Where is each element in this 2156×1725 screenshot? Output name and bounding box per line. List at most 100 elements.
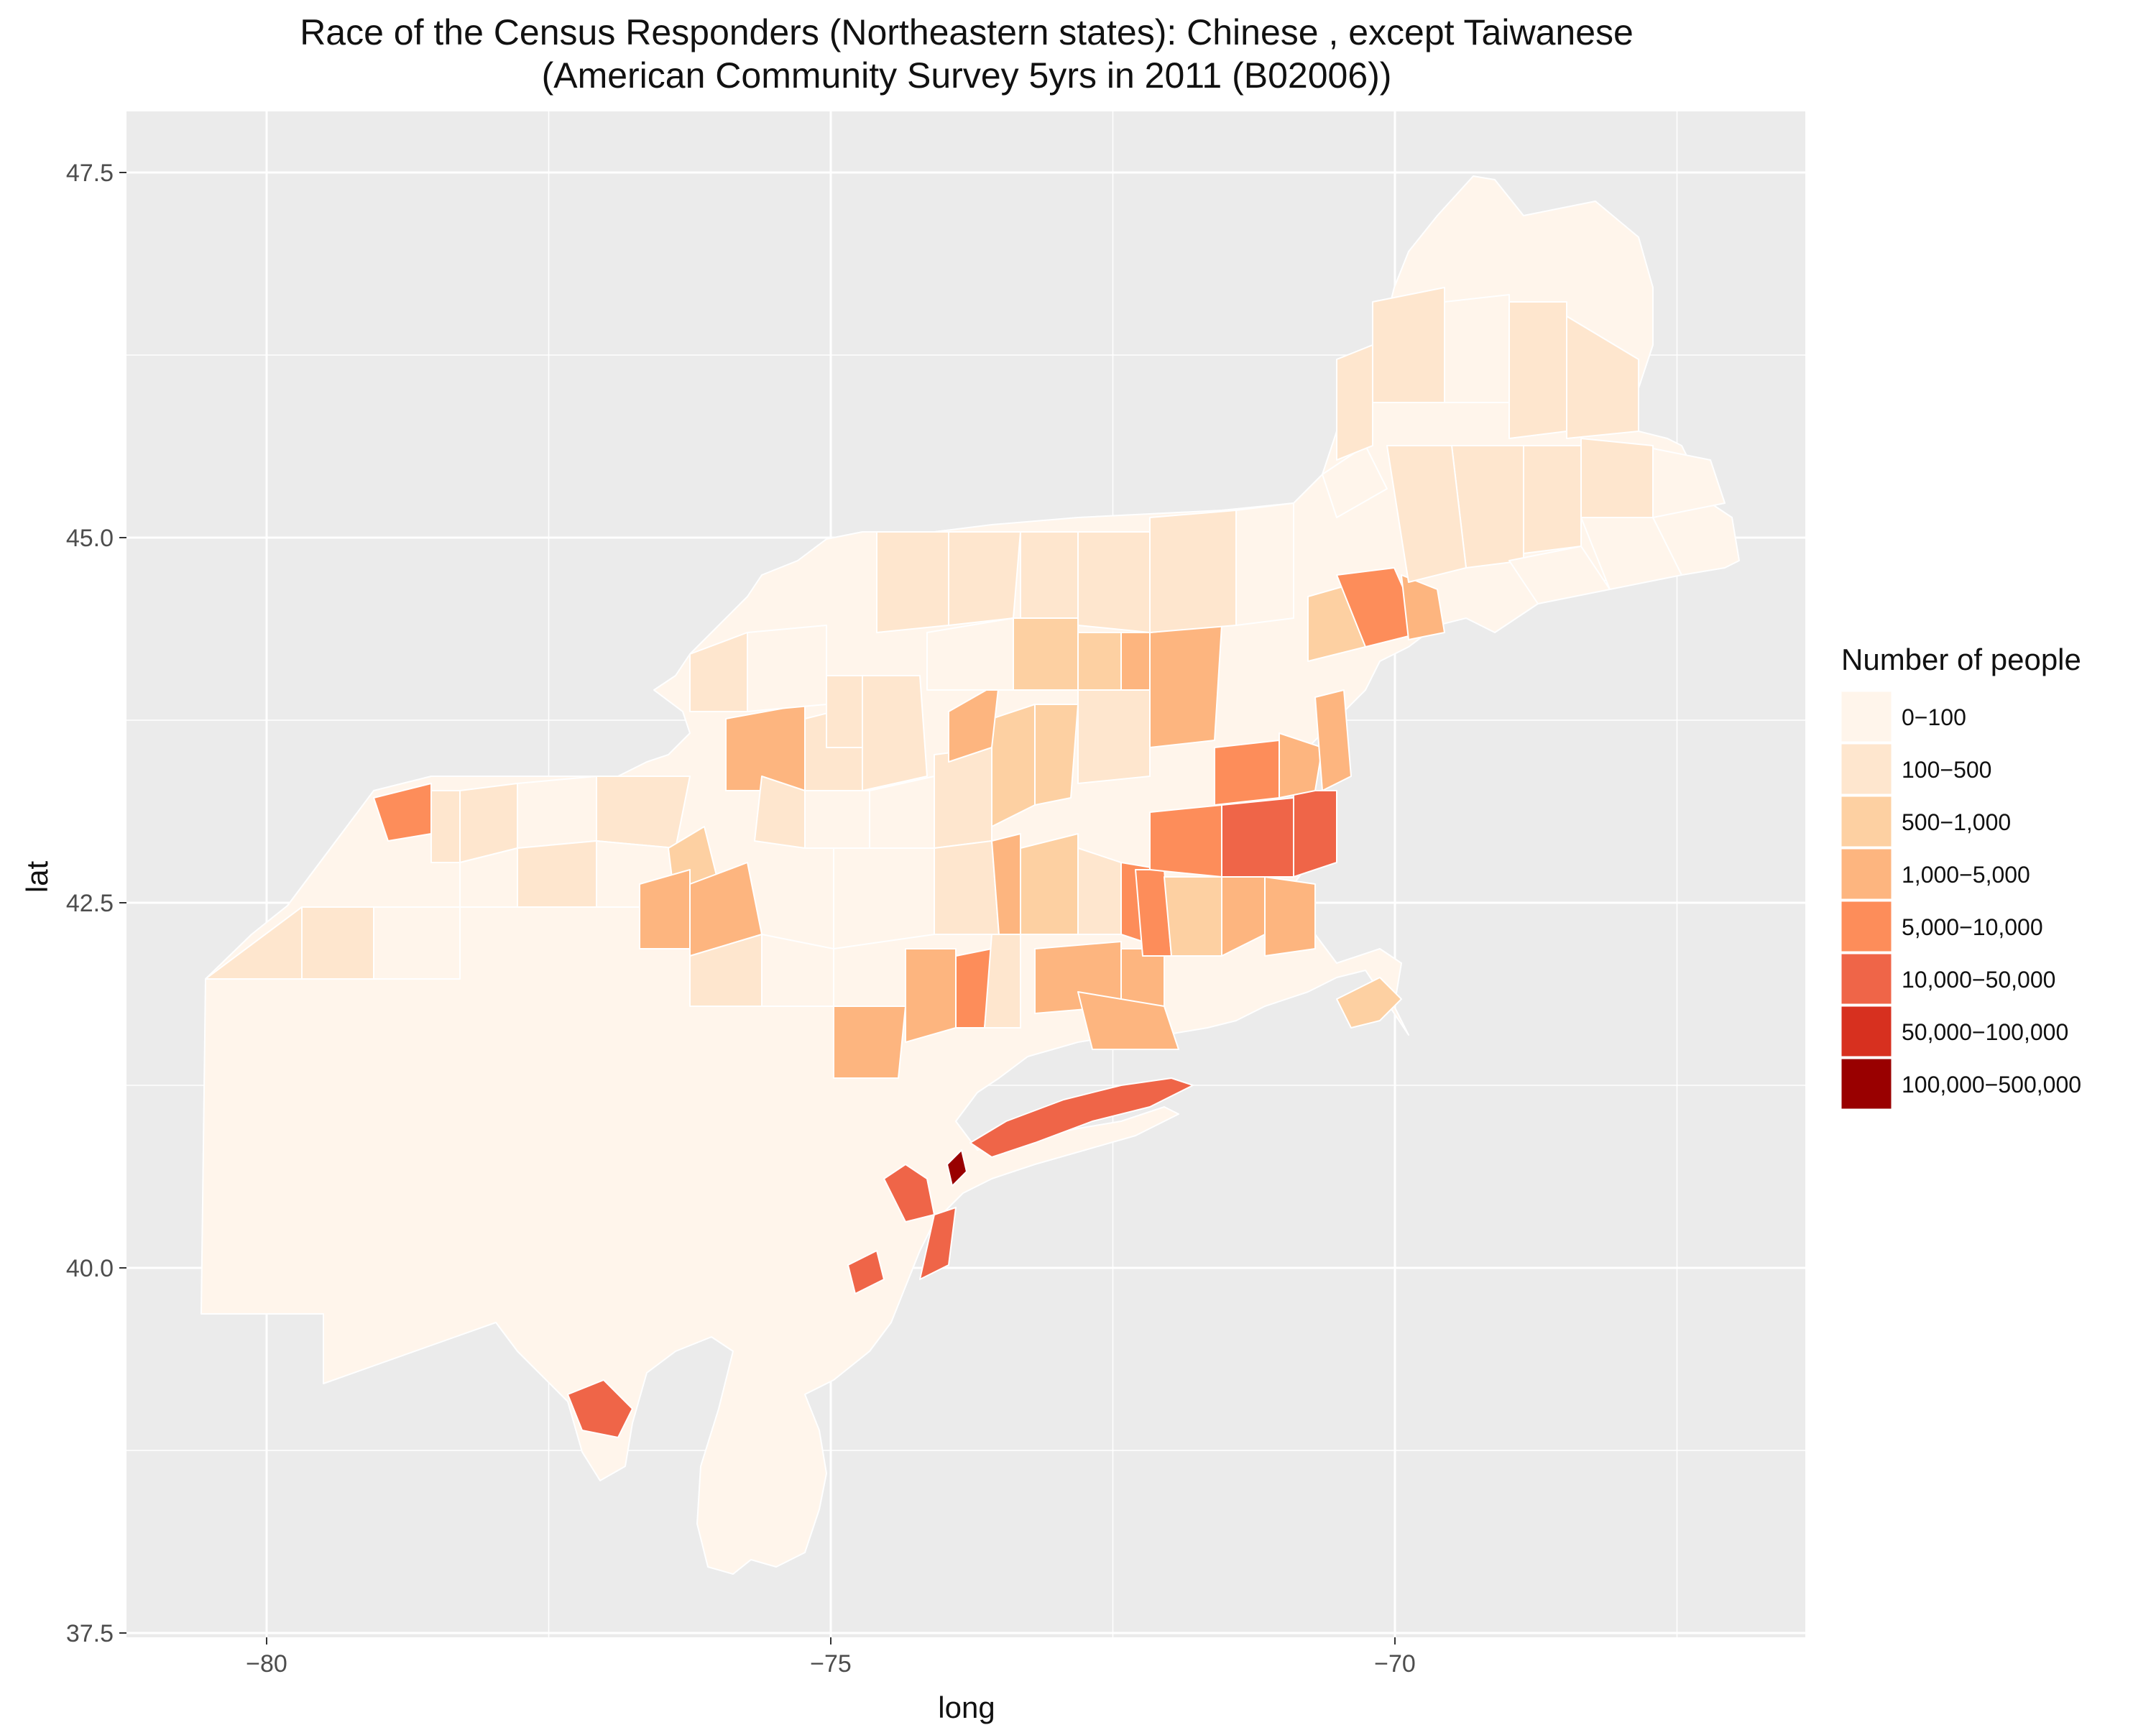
county-region [1077,632,1122,691]
county-region [833,1006,906,1079]
legend-label: 10,000−50,000 [1902,967,2055,993]
county-region [1149,804,1222,878]
x-tick-label: −70 [1374,1650,1416,1678]
legend-key [1841,743,1892,795]
county-region [1264,876,1316,957]
county-region [1235,502,1294,626]
county-region [1444,294,1510,403]
legend-key [1841,953,1892,1005]
county-region [689,632,748,712]
county-region [1580,517,1682,590]
legend-label: 100−500 [1902,757,1991,783]
legend-label: 100,000−500,000 [1902,1072,2081,1098]
county-region [689,934,763,1007]
x-tick-label: −80 [246,1650,287,1678]
y-tick-label: 42.5 [66,890,114,917]
county-region [517,840,597,908]
legend-key [1841,1006,1892,1057]
legend-label: 500−1,000 [1902,809,2011,835]
legend-key [1841,848,1892,900]
county-region [430,790,461,863]
county-region [876,531,949,633]
county-region [1523,445,1582,554]
county-region [969,1077,1194,1158]
county-region [1020,531,1079,619]
county-region [1077,531,1151,633]
x-axis-ticks: −80 −75 −70 [246,1637,1416,1678]
county-region [833,847,935,949]
county-region [1279,732,1323,799]
y-axis-title: lat [20,860,54,893]
county-region [1372,287,1445,403]
county-region [847,1250,885,1294]
map-title-line-1: Race of the Census Responders (Northeast… [300,12,1634,52]
county-region [1293,790,1337,878]
county-region [1580,438,1654,518]
county-region [1077,847,1122,935]
y-tick-label: 47.5 [66,160,114,187]
county-region [948,682,1000,763]
county-region [1508,301,1567,439]
county-region [747,625,827,712]
county-region [826,675,863,748]
county-region [1077,689,1151,784]
county-region [517,776,597,849]
county-region [1034,704,1079,806]
x-axis-title: long [938,1690,995,1724]
county-region [1221,797,1294,878]
county-region [1120,632,1151,691]
county-region [1314,689,1352,791]
y-tick-label: 37.5 [66,1620,114,1647]
county-region [1077,991,1179,1050]
county-region [991,704,1036,827]
legend: Number of people 0−100 100−500 500−1,000 1,… [1841,643,2081,1110]
county-region [862,675,928,791]
county-region [919,1207,957,1280]
county-region [1020,833,1079,935]
county-regions [201,175,1740,1575]
county-region [1336,977,1402,1029]
legend-key [1841,1058,1892,1110]
county-region [1164,876,1222,957]
county-region [373,906,461,980]
county-region [804,790,870,849]
county-region [883,1164,935,1223]
x-tick-label: −75 [810,1650,852,1678]
county-region [567,1379,633,1438]
county-region [1214,740,1280,806]
legend-key [1841,901,1892,952]
map-title-line-2: (American Community Survey 5yrs in 2011 … [542,55,1392,96]
county-region [869,776,935,856]
county-region [596,776,691,849]
county-region [948,531,1021,626]
legend-key [1841,691,1892,742]
county-region [301,906,374,980]
county-region [639,869,691,949]
legend-label: 1,000−5,000 [1902,862,2030,888]
legend-key [1841,796,1892,847]
county-region [1149,510,1237,633]
county-region [946,1149,967,1187]
county-region [1120,948,1165,1007]
y-tick-label: 45.0 [66,525,114,552]
plot-panel [126,111,1805,1637]
county-region [905,948,957,1043]
county-region [934,747,992,849]
legend-label: 0−100 [1902,704,1966,730]
legend-label: 50,000−100,000 [1902,1019,2068,1045]
county-region [1566,316,1639,439]
legend-title: Number of people [1841,643,2081,676]
county-region [984,934,1021,1029]
county-region [1336,344,1373,461]
legend-items: 0−100 100−500 500−1,000 1,000−5,000 5,000−10… [1841,691,2081,1110]
county-region [934,840,1000,935]
legend-label: 5,000−10,000 [1902,914,2043,940]
county-region [1401,574,1445,640]
county-region [1013,617,1079,691]
y-axis-ticks: 37.5 40.0 42.5 45.0 47.5 [66,160,126,1647]
county-region [1322,445,1388,518]
county-region [1386,445,1467,583]
county-region [1149,625,1222,748]
y-tick-label: 40.0 [66,1255,114,1282]
